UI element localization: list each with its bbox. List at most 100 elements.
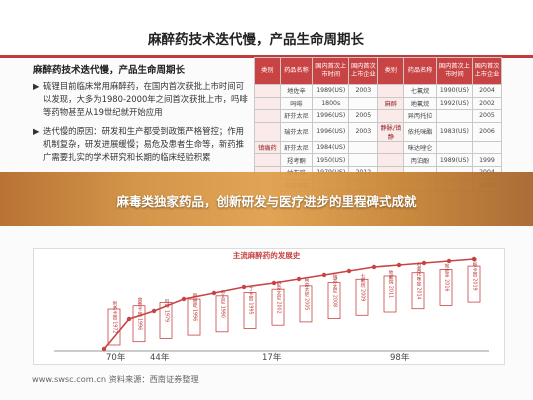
footer-source: www.swsc.com.cn 资料来源：西南证券整理 xyxy=(32,374,199,384)
drug-stamp: 哌替啶 1996 xyxy=(187,292,201,336)
table-cell: 瑞芬太尼 xyxy=(279,121,314,142)
table-cell xyxy=(254,96,281,111)
table-cell: 镇痛药 xyxy=(254,140,281,155)
table-cell: 2005 xyxy=(471,109,503,123)
table-cell: 麻醉 xyxy=(377,96,405,111)
table-cell xyxy=(348,153,379,167)
axis-label: 17年 xyxy=(262,353,282,363)
timeline-point xyxy=(211,290,217,296)
table-header: 国内首次上市时间 xyxy=(435,57,473,85)
table-header: 类别 xyxy=(377,57,405,85)
table-cell: 2002 xyxy=(471,96,503,111)
timeline-point xyxy=(271,280,277,286)
stamp-label: 右美托咪定 2014 xyxy=(416,261,422,300)
table-header: 类别 xyxy=(254,57,281,85)
timeline-point xyxy=(471,256,477,262)
table-header: 国内首次上市企业 xyxy=(471,57,503,85)
timeline-point xyxy=(371,264,377,270)
table-cell: 依托咪酯 xyxy=(403,121,437,142)
table-cell: 1992(US) xyxy=(435,96,473,111)
table-cell: 七氟烷 xyxy=(403,84,437,98)
stamp-label: 瑞芬太尼 2008 xyxy=(332,273,338,307)
table-cell: 地氟烷 xyxy=(403,96,437,111)
table-row: 瑞芬太尼 1996(US) 2003 静脉/镇静 依托咪酯 1983(US) 2006 xyxy=(254,121,503,142)
table-cell: 1990(US) xyxy=(435,84,473,98)
timeline-point xyxy=(396,262,402,268)
drug-stamp: 罗哌卡因 2019 xyxy=(467,258,481,303)
table-header: 药品名称 xyxy=(403,57,437,85)
table-cell: 1983(US) xyxy=(435,121,473,142)
table-cell: 羟考酮 xyxy=(279,153,314,167)
drug-stamp: 舒芬太尼 2002 xyxy=(271,280,285,326)
drug-stamp: 利多卡因 1972 xyxy=(107,300,121,346)
table-cell: 吗啡 xyxy=(279,96,314,111)
timeline-point xyxy=(446,258,452,264)
table-row: 地佐辛 1989(US) 2003 七氟烷 1990(US) 2004 xyxy=(254,84,503,98)
drug-stamp: 阿芬太尼 2005 xyxy=(299,277,313,323)
table-cell xyxy=(377,109,405,123)
bullet-icon: ▶ xyxy=(33,126,40,136)
table-cell: 2003 xyxy=(348,84,379,98)
bullet-text: 硫锂目前临床常用麻醉药，在国内首次获批上市时间可以发现，大多为1980-2000… xyxy=(43,81,248,117)
timeline-point xyxy=(421,260,427,266)
stamp-label: 地氟烷 2011 xyxy=(388,269,394,298)
drug-stamp: 地佐辛 2016 xyxy=(439,263,453,306)
table-cell: 1950(US) xyxy=(312,153,350,167)
table-cell xyxy=(435,140,473,155)
timeline-point xyxy=(321,272,327,278)
table-row: 羟考酮 1950(US) 丙泊酚 1989(US) 1999 xyxy=(254,153,503,167)
timeline-chart: 利多卡因 1972 普鲁卡因 1996 吗啡 1979 哌替啶 1996 芬太尼 199… xyxy=(54,256,489,352)
stamp-label: 哌替啶 1996 xyxy=(192,292,198,321)
timeline-point xyxy=(346,268,352,274)
section-subtitle: 麻醉药技术迭代慢，产品生命周期长 xyxy=(33,65,186,76)
table-row: 吗啡 1800s 麻醉 地氟烷 1992(US) 2002 xyxy=(254,96,503,111)
table-cell xyxy=(254,109,281,123)
table-cell: 2004 xyxy=(471,84,503,98)
table-cell: 静脉/镇静 xyxy=(377,121,405,142)
table-cell: 1996(US) xyxy=(312,121,350,142)
table-header-row: 类别 药品名称 国内首次上市时间 国内首次上市企业 类别 药品名称 国内首次上市… xyxy=(254,57,503,85)
bullet-list: ▶ 硫锂目前临床常用麻醉药，在国内首次获批上市时间可以发现，大多为1980-20… xyxy=(33,80,248,170)
table-cell xyxy=(435,109,473,123)
timeline-point xyxy=(296,276,302,282)
table-cell: 2005 xyxy=(348,109,379,123)
stamp-label: 阿芬太尼 2005 xyxy=(304,277,310,311)
table-cell: 1989(US) xyxy=(435,153,473,167)
table-header: 国内首次上市时间 xyxy=(312,57,350,85)
table-cell xyxy=(377,140,405,155)
axis-label: 98年 xyxy=(390,353,410,363)
stamp-label: 利多卡因 1972 xyxy=(112,300,118,334)
timeline-panel: 利多卡因 1972 普鲁卡因 1996 吗啡 1979 哌替啶 1996 芬太尼 199… xyxy=(33,248,505,365)
table-cell xyxy=(348,140,379,155)
table-cell xyxy=(254,121,281,142)
table-cell: 咪达唑仑 xyxy=(403,140,437,155)
axis-label: 44年 xyxy=(150,353,170,363)
table-row: 舒芬太尼 1996(US) 2005 异丙托拉 2005 xyxy=(254,109,503,123)
stamp-label: 芬太尼 1990 xyxy=(220,289,226,318)
table-cell xyxy=(254,84,281,98)
table-cell: 丙泊酚 xyxy=(403,153,437,167)
drug-stamp: 丁卡因 1995 xyxy=(243,286,257,329)
axis-label: 70年 xyxy=(106,353,126,363)
table-cell: 1999 xyxy=(471,153,503,167)
stamp-label: 罗哌卡因 2019 xyxy=(472,258,478,291)
table-cell xyxy=(254,153,281,167)
bullet-text: 迭代慢的原因：研发和生产都受到政策严格管控；作用机制复杂，研发进展缓慢；易危及患… xyxy=(43,126,244,162)
timeline-point xyxy=(101,346,107,352)
timeline-title: 主流麻醉药的发展史 xyxy=(232,251,301,260)
timeline-point xyxy=(126,316,132,322)
timeline-point xyxy=(241,284,247,290)
drug-stamp: 地氟烷 2011 xyxy=(383,269,397,313)
drug-stamp: 吗啡 1979 xyxy=(159,298,173,339)
drug-stamp: 普鲁卡因 1996 xyxy=(132,296,146,343)
table-cell: 地佐辛 xyxy=(279,84,314,98)
table-cell xyxy=(377,84,405,98)
headline-banner xyxy=(0,172,533,226)
header-bar: 麻醉药技术迭代慢，产品生命周期长 xyxy=(0,0,533,58)
timeline-point xyxy=(151,308,157,314)
table-cell: 1984(US) xyxy=(312,140,350,155)
banner-text: 麻毒类独家药品，创新研发与医疗进步的里程碑式成就 xyxy=(116,194,417,209)
bullet-icon: ▶ xyxy=(33,81,40,91)
table-cell: 2003 xyxy=(348,121,379,142)
